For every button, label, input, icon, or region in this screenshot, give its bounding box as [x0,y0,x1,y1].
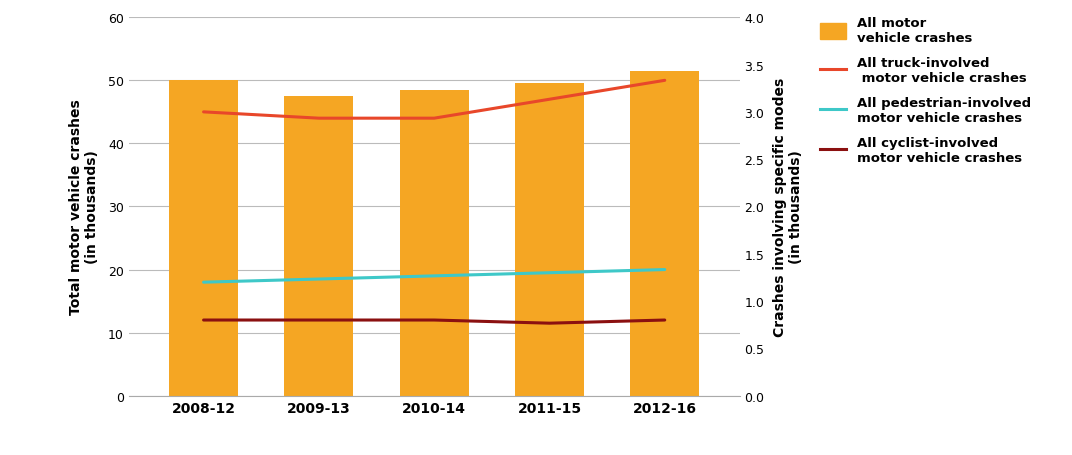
Y-axis label: Total motor vehicle crashes
(in thousands): Total motor vehicle crashes (in thousand… [70,99,100,315]
Bar [630,72,699,396]
Bar [284,97,354,396]
Y-axis label: Crashes involving specific modes
(in thousands): Crashes involving specific modes (in tho… [773,78,803,336]
Legend: All motor
vehicle crashes, All truck-involved
 motor vehicle crashes, All pedest: All motor vehicle crashes, All truck-inv… [820,17,1030,165]
Bar [169,81,238,396]
Bar [515,84,584,396]
Bar [400,91,468,396]
